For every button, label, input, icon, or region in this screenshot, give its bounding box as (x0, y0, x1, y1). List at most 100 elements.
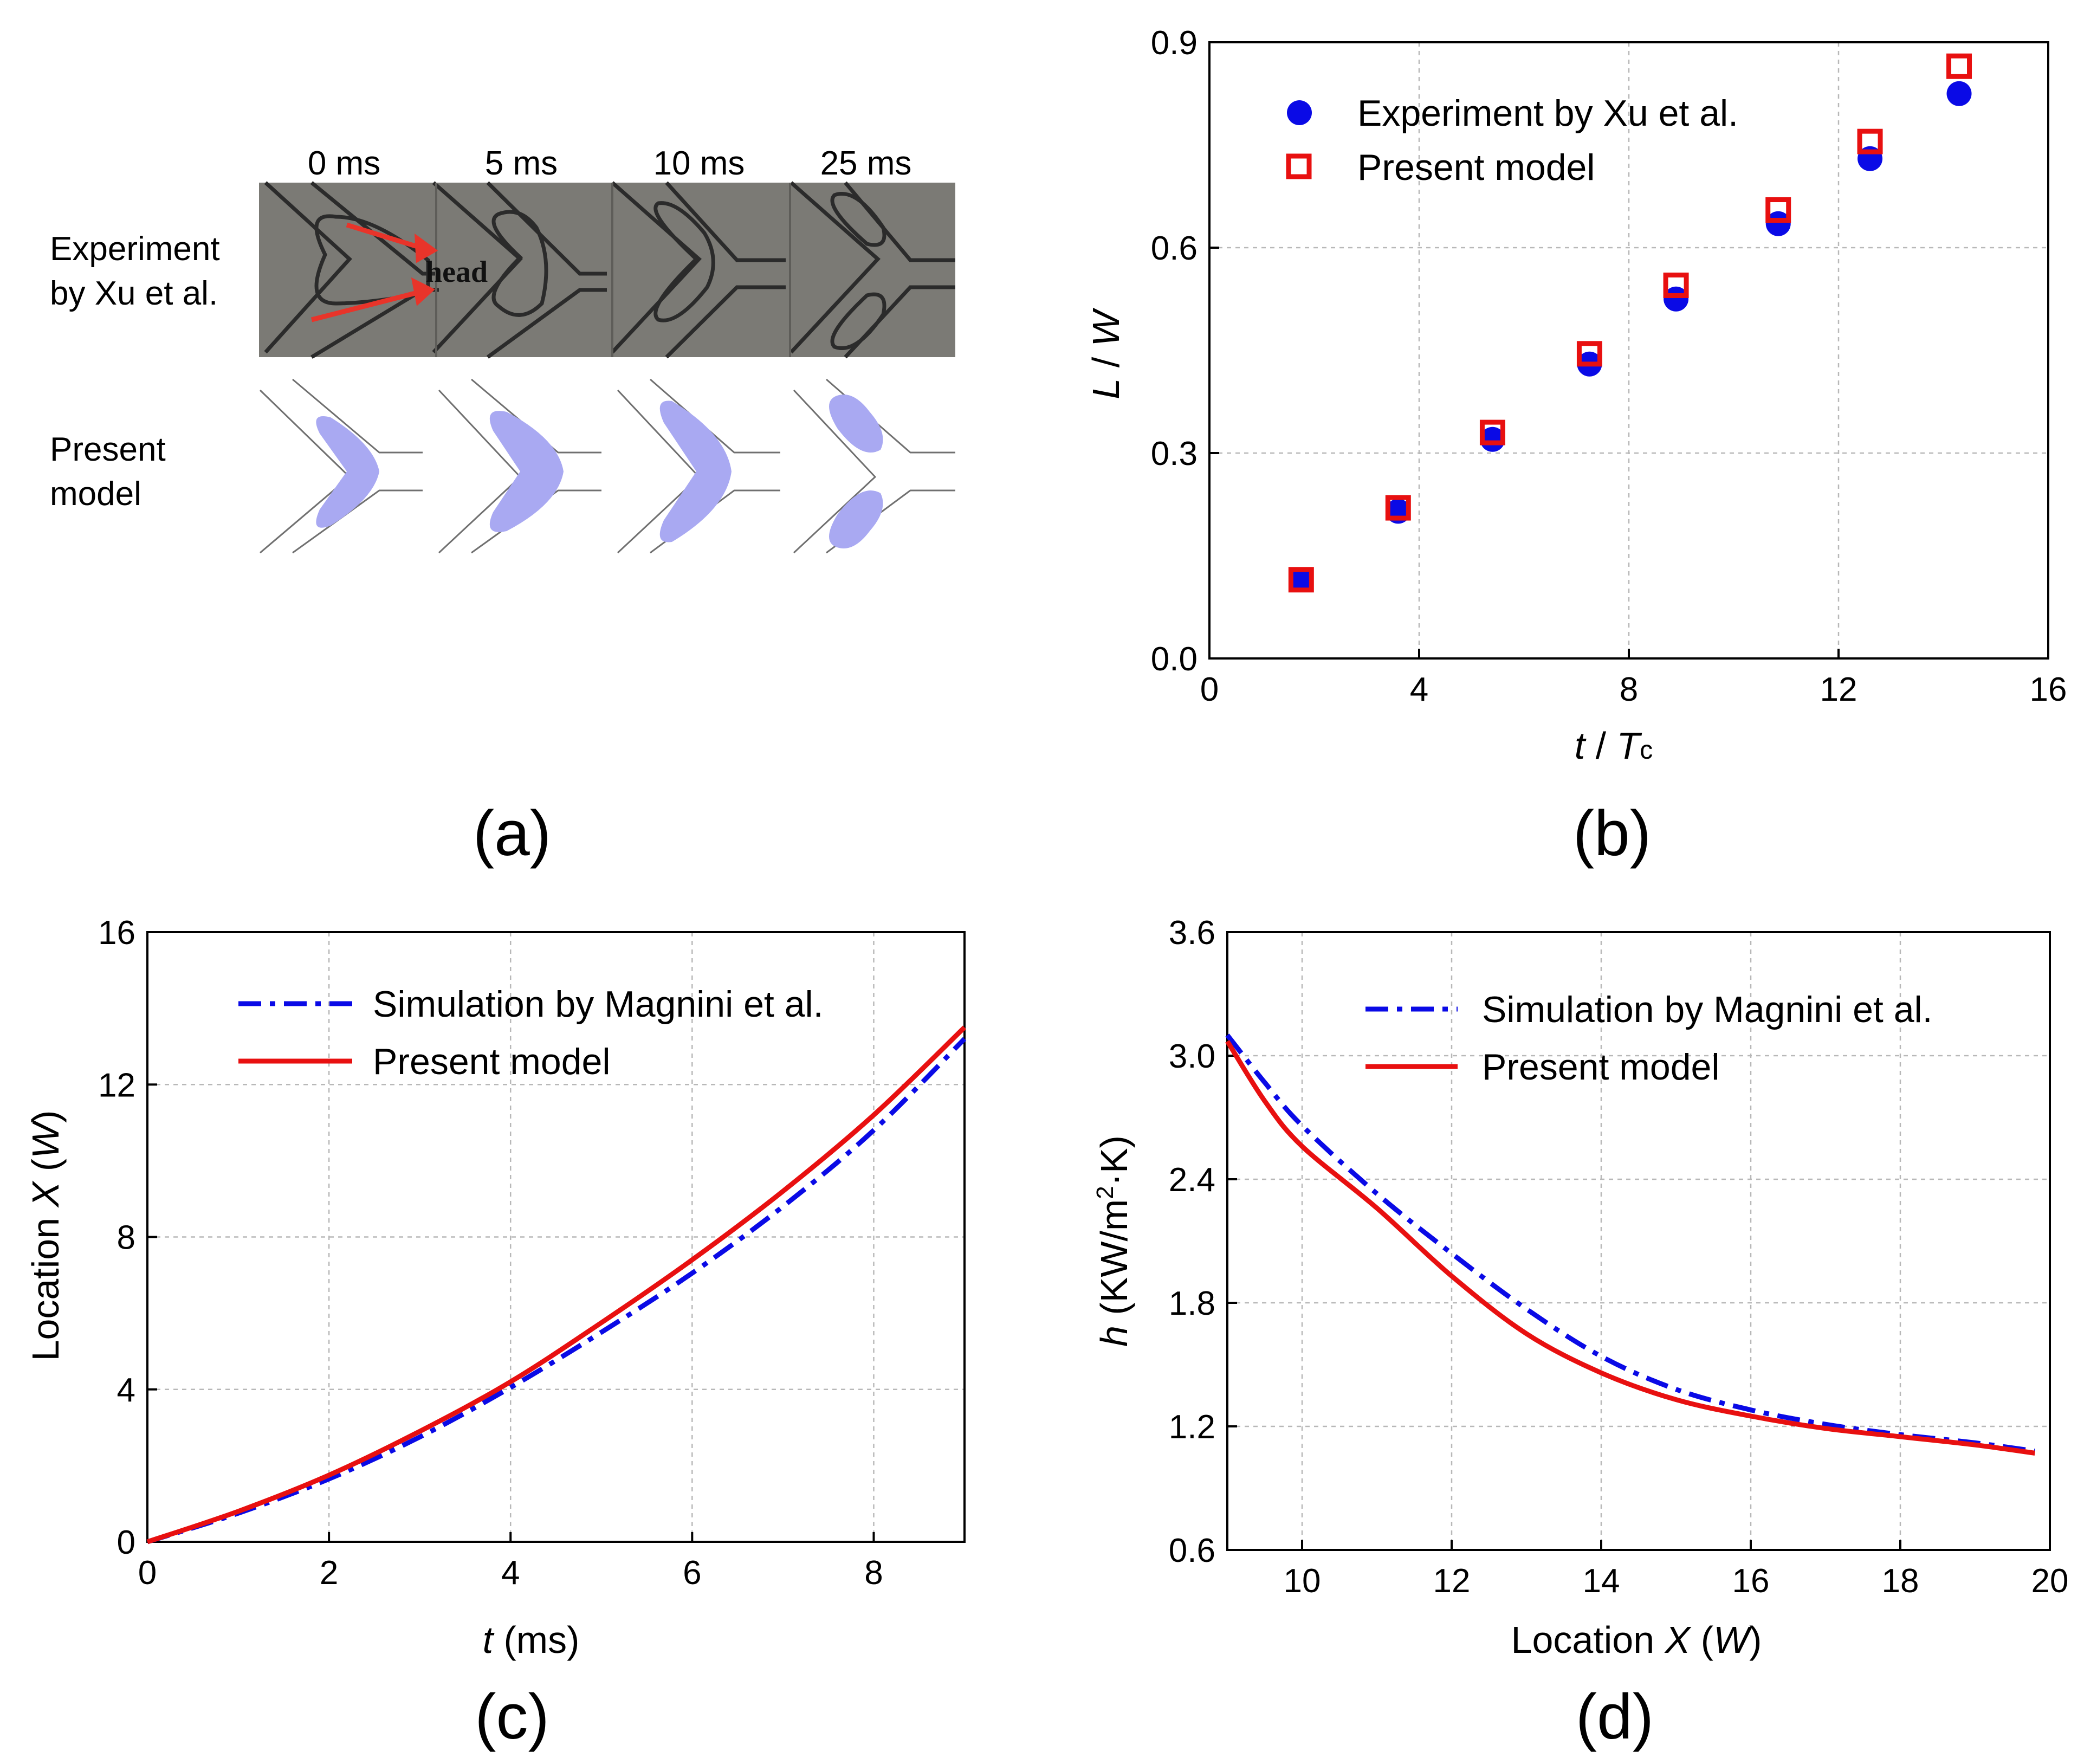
c-ytick-label-2: 8 (117, 1219, 135, 1257)
time-label-2: 10 ms (653, 145, 745, 182)
d-legend: Simulation by Magnini et al. Present mod… (1365, 989, 1933, 1088)
c-xtick-label-1: 2 (320, 1554, 338, 1592)
d-xlabel-open: ( (1690, 1619, 1713, 1661)
b-ytick-label-1: 0.3 (1151, 435, 1198, 473)
d-xlabel-X: X (1664, 1619, 1692, 1661)
b-point-s1-0 (1288, 567, 1314, 593)
b-point-s1-2 (1479, 419, 1505, 445)
experiment-photo: head (259, 181, 955, 359)
d-xlabel-close: ) (1749, 1619, 1762, 1661)
d-gridlines (1227, 932, 2050, 1550)
c-legend-label-model: Present model (373, 1041, 610, 1082)
d-ytick-label-0: 0.6 (1169, 1532, 1215, 1569)
c-xtick-label-3: 6 (683, 1554, 701, 1592)
b-ytick-label-3: 0.9 (1151, 24, 1198, 62)
c-ytick-label-0: 0 (117, 1524, 135, 1561)
b-xtick-label-4: 16 (2030, 671, 2067, 708)
b-xlabel-T: T (1617, 725, 1642, 767)
d-ytick-label-1: 1.2 (1169, 1408, 1215, 1446)
c-legend-label-simulation: Simulation by Magnini et al. (373, 984, 824, 1025)
time-label-1: 5 ms (485, 145, 558, 182)
panel-label-b: (b) (1573, 798, 1651, 869)
c-ytick-label-3: 12 (98, 1067, 135, 1104)
b-xlabel-sub: c (1640, 736, 1653, 765)
panel-b-chart: 0 4 8 12 16 0.0 0.3 0.6 0.9 Experiment by Xu et … (1085, 24, 2067, 869)
d-xtick-label-1: 12 (1433, 1562, 1471, 1600)
d-ylabel-sup: 2 (1092, 1186, 1118, 1199)
d-xtick-label-4: 18 (1882, 1562, 1919, 1600)
c-ylabel-pre: Location (24, 1207, 67, 1361)
b-ytick-label-0: 0.0 (1151, 641, 1198, 678)
time-label-3: 25 ms (820, 145, 912, 182)
b-point-s1-1 (1385, 495, 1411, 521)
b-ylabel-W: W (1085, 307, 1127, 346)
d-ytick-label-5: 3.6 (1169, 914, 1215, 952)
c-ylabel-close: ) (24, 1110, 67, 1123)
d-legend-label-model: Present model (1482, 1046, 1719, 1088)
d-xtick-label-3: 16 (1732, 1562, 1770, 1600)
c-legend: Simulation by Magnini et al. Present mod… (238, 984, 824, 1082)
b-xlabel: t / Tc (1575, 725, 1653, 767)
b-xlabel-sep: / (1585, 725, 1616, 767)
d-data-lines (1225, 1033, 2036, 1456)
panel-label-c: (c) (475, 1681, 549, 1753)
c-xlabel-t: t (483, 1619, 495, 1661)
b-point-s0-4 (1664, 286, 1689, 312)
c-xlabel-rest: (ms) (493, 1619, 579, 1661)
b-ylabel-L: L (1085, 378, 1127, 399)
experiment-label-line2: by Xu et al. (50, 275, 218, 312)
panel-a: 0 ms 5 ms 10 ms 25 ms Experiment by Xu e… (50, 145, 955, 869)
experiment-label-line1: Experiment (50, 230, 220, 268)
b-axis-ticks: 0 4 8 12 16 0.0 0.3 0.6 0.9 (1151, 24, 2067, 708)
c-ytick-label-4: 16 (98, 914, 135, 952)
c-gridlines (147, 932, 965, 1542)
d-xtick-label-0: 10 (1284, 1562, 1321, 1600)
d-xtick-label-2: 14 (1583, 1562, 1620, 1600)
b-xtick-label-1: 4 (1410, 671, 1428, 708)
c-ylabel-X: X (24, 1180, 67, 1208)
c-ylabel-W: W (24, 1120, 67, 1159)
c-ylabel-open: ( (24, 1159, 67, 1182)
c-line-s1 (146, 1025, 967, 1545)
c-xtick-label-0: 0 (138, 1554, 157, 1592)
b-point-s1-5 (1765, 197, 1791, 223)
d-xlabel-W: W (1713, 1619, 1752, 1661)
panel-d-chart: 10 12 14 16 18 20 0.6 1.2 1.8 2.4 3.0 3.6 Simulatio… (1092, 914, 2068, 1753)
c-xlabel: t (ms) (483, 1619, 580, 1661)
b-legend: Experiment by Xu et al. Present model (1286, 93, 1738, 188)
b-xtick-label-2: 8 (1620, 671, 1638, 708)
b-ytick-label-2: 0.6 (1151, 230, 1198, 267)
d-ylabel-rest: (KW/m (1093, 1199, 1135, 1326)
c-xtick-label-4: 8 (864, 1554, 883, 1592)
b-point-s1-7 (1946, 53, 1972, 79)
b-xlabel-t: t (1575, 725, 1587, 767)
model-label-line2: model (50, 475, 141, 513)
b-legend-label-experiment: Experiment by Xu et al. (1357, 93, 1738, 134)
c-xtick-label-2: 4 (501, 1554, 520, 1592)
model-drawings (259, 378, 955, 554)
d-ytick-label-3: 2.4 (1169, 1161, 1215, 1199)
time-label-0: 0 ms (308, 145, 380, 182)
d-axis-ticks: 10 12 14 16 18 20 0.6 1.2 1.8 2.4 3.0 3.6 (1169, 914, 2069, 1600)
model-label-line1: Present (50, 431, 166, 468)
c-axis-ticks: 0 2 4 6 8 0 4 8 12 16 (98, 914, 883, 1592)
b-ylabel: L / W (1085, 307, 1127, 399)
b-point-s0-7 (1946, 81, 1972, 106)
b-legend-marker-model (1286, 153, 1312, 179)
b-point-s0-0 (1289, 567, 1314, 592)
d-line-s1 (1225, 1040, 2036, 1456)
d-xlabel: Location X (W) (1511, 1619, 1762, 1661)
c-line-s0 (146, 1037, 967, 1545)
b-legend-marker-experiment (1287, 100, 1312, 125)
c-ylabel: Location X (W) (24, 1110, 67, 1361)
d-ytick-label-2: 1.8 (1169, 1285, 1215, 1322)
head-arrows (310, 222, 438, 322)
c-ytick-label-1: 4 (117, 1372, 135, 1409)
d-ylabel-tail: ·K) (1093, 1135, 1135, 1186)
d-plot-frame (1226, 931, 2051, 1551)
d-ylabel: h (KW/m2·K) (1092, 1135, 1135, 1347)
d-line-s0 (1225, 1033, 2036, 1454)
b-point-s1-6 (1857, 128, 1883, 154)
d-xtick-label-5: 20 (2031, 1562, 2069, 1600)
